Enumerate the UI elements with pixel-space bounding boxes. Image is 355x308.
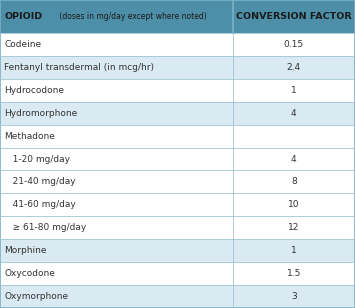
Bar (233, 193, 355, 216)
Text: 4: 4 (291, 109, 296, 118)
Text: 0.15: 0.15 (284, 40, 304, 49)
Text: 1-20 mg/day: 1-20 mg/day (4, 155, 70, 164)
Bar (0, 285, 233, 308)
Bar (0, 239, 233, 262)
Bar (0, 148, 233, 171)
Bar (233, 216, 355, 239)
Bar (233, 285, 355, 308)
Text: Oxycodone: Oxycodone (4, 269, 55, 278)
Bar (233, 239, 355, 262)
Text: 12: 12 (288, 223, 300, 232)
Text: 1.5: 1.5 (286, 269, 301, 278)
Bar (0, 0, 355, 33)
Bar (233, 262, 355, 285)
Text: 21-40 mg/day: 21-40 mg/day (4, 177, 76, 186)
Bar (0, 193, 233, 216)
Bar (233, 125, 355, 148)
Text: 10: 10 (288, 201, 300, 209)
Text: Fentanyl transdermal (in mcg/hr): Fentanyl transdermal (in mcg/hr) (4, 63, 154, 72)
Text: Morphine: Morphine (4, 246, 47, 255)
Text: 41-60 mg/day: 41-60 mg/day (4, 201, 76, 209)
Bar (233, 56, 355, 79)
Bar (233, 33, 355, 56)
Bar (233, 102, 355, 125)
Bar (0, 171, 233, 193)
Text: 1: 1 (291, 86, 297, 95)
Bar (0, 125, 233, 148)
Bar (233, 171, 355, 193)
Text: OPIOID: OPIOID (4, 12, 42, 21)
Text: Methadone: Methadone (4, 132, 55, 140)
Bar (0, 216, 233, 239)
Text: Oxymorphone: Oxymorphone (4, 292, 69, 301)
Bar (0, 79, 233, 102)
Text: 3: 3 (291, 292, 297, 301)
Text: CONVERSION FACTOR: CONVERSION FACTOR (236, 12, 351, 21)
Bar (233, 79, 355, 102)
Text: 2.4: 2.4 (287, 63, 301, 72)
Text: 8: 8 (291, 177, 297, 186)
Text: Codeine: Codeine (4, 40, 42, 49)
Bar (0, 56, 233, 79)
Text: Hydromorphone: Hydromorphone (4, 109, 77, 118)
Text: ≥ 61-80 mg/day: ≥ 61-80 mg/day (4, 223, 87, 232)
Text: Hydrocodone: Hydrocodone (4, 86, 64, 95)
Bar (0, 102, 233, 125)
Text: (doses in mg/day except where noted): (doses in mg/day except where noted) (57, 12, 207, 21)
Bar (0, 262, 233, 285)
Text: 1: 1 (291, 246, 297, 255)
Bar (233, 148, 355, 171)
Bar (0, 33, 233, 56)
Text: 4: 4 (291, 155, 296, 164)
